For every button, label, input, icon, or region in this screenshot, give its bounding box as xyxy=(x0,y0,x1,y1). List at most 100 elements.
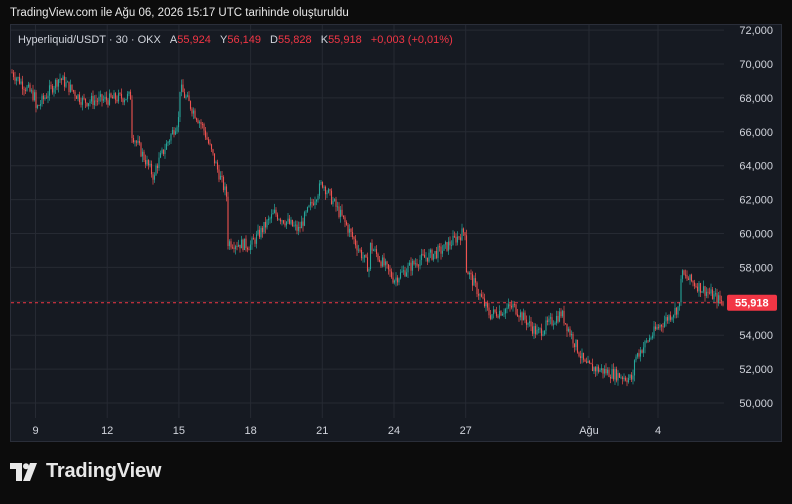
candle xyxy=(525,315,528,331)
candle xyxy=(239,244,241,253)
candle xyxy=(210,143,213,152)
candle xyxy=(636,352,639,359)
candle xyxy=(452,230,454,246)
candle xyxy=(56,77,58,91)
last-price-badge-bg xyxy=(727,294,777,311)
price-tick-label: 62,000 xyxy=(739,195,773,207)
candle xyxy=(287,213,289,224)
candle xyxy=(612,363,615,382)
candle xyxy=(708,287,711,295)
candle xyxy=(449,236,451,250)
candle xyxy=(189,100,192,111)
candle xyxy=(258,225,261,239)
candle xyxy=(23,86,25,96)
candle xyxy=(104,92,106,103)
candle xyxy=(701,290,703,294)
candle xyxy=(188,91,190,102)
candle xyxy=(650,336,652,341)
candle xyxy=(182,79,184,93)
candle xyxy=(378,256,381,263)
candle xyxy=(458,236,460,240)
candle xyxy=(710,283,712,296)
candle xyxy=(341,204,343,217)
candle xyxy=(431,248,433,261)
candle xyxy=(113,90,115,99)
candle xyxy=(159,150,162,159)
candle xyxy=(668,314,670,324)
candle xyxy=(60,77,63,85)
candle xyxy=(486,300,489,311)
candle xyxy=(510,300,513,310)
candle xyxy=(513,301,516,308)
tradingview-logo[interactable]: TradingView xyxy=(10,460,161,483)
candle xyxy=(653,320,655,339)
candle xyxy=(137,135,139,145)
candle xyxy=(242,238,244,252)
candle xyxy=(162,149,165,157)
candle xyxy=(51,84,54,95)
candle xyxy=(545,316,547,335)
price-tick-label: 58,000 xyxy=(739,262,773,274)
candle xyxy=(596,363,598,376)
candle xyxy=(309,197,312,211)
candle xyxy=(531,321,534,337)
candle xyxy=(362,251,364,263)
candle xyxy=(249,240,252,255)
candle xyxy=(281,219,283,226)
candle xyxy=(557,311,559,324)
candle xyxy=(275,207,277,217)
candle xyxy=(233,241,235,253)
candle xyxy=(573,343,576,353)
candle xyxy=(12,69,15,81)
candle xyxy=(480,289,483,298)
time-tick-label: Ağu xyxy=(579,425,599,437)
candle xyxy=(693,279,696,290)
candle xyxy=(423,248,426,258)
price-tick-label: 66,000 xyxy=(739,127,773,139)
candle xyxy=(576,339,579,354)
candle xyxy=(173,127,175,138)
candle xyxy=(470,269,472,280)
candle xyxy=(627,374,630,384)
candle xyxy=(288,214,291,225)
candle xyxy=(371,239,373,254)
candle xyxy=(342,215,345,220)
candle xyxy=(96,97,99,106)
candle xyxy=(75,95,78,99)
candle xyxy=(648,334,651,343)
candle xyxy=(384,258,387,272)
candle xyxy=(462,227,465,236)
candle xyxy=(108,89,111,106)
candle xyxy=(428,248,430,263)
candle xyxy=(383,253,385,267)
candle xyxy=(665,312,667,327)
candle xyxy=(375,245,378,258)
candle xyxy=(692,280,694,287)
candle xyxy=(444,240,447,249)
candle xyxy=(584,358,586,362)
candle xyxy=(660,324,663,332)
candle xyxy=(332,196,334,207)
candle xyxy=(632,369,634,385)
candle xyxy=(327,187,330,194)
candle xyxy=(555,310,558,326)
candle xyxy=(17,76,19,82)
candle xyxy=(464,232,466,241)
candle xyxy=(42,93,45,105)
price-tick-label: 50,000 xyxy=(739,398,773,410)
candle xyxy=(255,230,258,249)
candle xyxy=(152,171,154,185)
candle xyxy=(360,247,363,261)
candle xyxy=(243,238,246,251)
candle xyxy=(33,89,36,102)
candle xyxy=(218,164,220,183)
candle xyxy=(102,95,105,103)
candle xyxy=(72,89,75,94)
candle xyxy=(522,308,525,321)
candle xyxy=(579,350,582,364)
candle xyxy=(512,300,514,312)
candle xyxy=(563,305,565,326)
candle xyxy=(591,358,594,372)
candle xyxy=(276,212,279,221)
